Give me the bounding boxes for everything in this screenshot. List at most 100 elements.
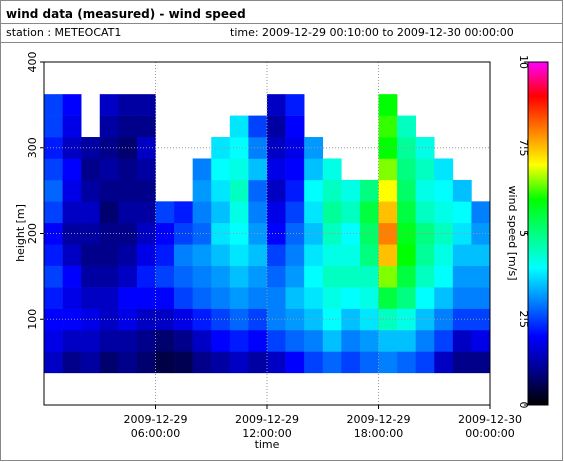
heat-cell: [452, 201, 472, 224]
y-axis-label: height [m]: [14, 204, 27, 262]
heat-cell: [378, 137, 398, 159]
heat-cell: [211, 287, 231, 309]
heat-cell: [118, 244, 138, 266]
heat-cell: [155, 201, 175, 224]
heat-cell: [99, 201, 119, 224]
heat-cell: [229, 115, 249, 138]
heat-cell: [452, 265, 472, 288]
heat-cell: [397, 287, 416, 309]
heat-cell: [44, 244, 63, 266]
heat-cell: [99, 244, 119, 266]
heat-cell: [304, 265, 324, 288]
heat-cell: [99, 137, 119, 159]
heat-cell: [285, 265, 305, 288]
heat-cell: [285, 201, 305, 224]
heat-cell: [304, 179, 324, 202]
heat-cell: [44, 94, 63, 116]
x-tick-date: 2009-12-30: [458, 413, 522, 426]
heat-cell: [81, 222, 101, 245]
x-tick-date: 2009-12-29: [235, 413, 299, 426]
heat-cell: [211, 179, 231, 202]
chart-title: wind data (measured) - wind speed: [6, 7, 246, 21]
heat-cell: [378, 201, 398, 224]
heat-cell: [452, 222, 472, 245]
heat-cell: [359, 179, 379, 202]
heat-cell: [378, 351, 398, 374]
heat-cell: [229, 287, 249, 309]
heat-cell: [471, 201, 491, 224]
x-tick-label: 12:00:00: [242, 427, 291, 440]
heat-cell: [322, 265, 342, 288]
heat-cell: [229, 158, 249, 181]
y-tick-label: 200: [26, 223, 39, 244]
heat-cell: [397, 179, 416, 202]
heat-cell: [99, 94, 119, 116]
heat-cell: [44, 287, 63, 309]
heat-cell: [378, 222, 398, 245]
heat-cell: [267, 351, 286, 374]
heat-cell: [192, 201, 212, 224]
heat-cell: [359, 308, 379, 331]
heat-cell: [81, 201, 101, 224]
heat-cell: [44, 329, 63, 352]
heat-cell: [136, 351, 156, 374]
colorbar-label: wind speed [m/s]: [506, 186, 519, 281]
heat-cell: [267, 137, 286, 159]
heat-cell: [81, 329, 101, 352]
heat-cell: [452, 351, 472, 374]
heat-cell: [62, 94, 82, 116]
x-tick-date: 2009-12-29: [347, 413, 411, 426]
heat-cell: [118, 115, 138, 138]
colorbar-tick-label: 10: [517, 55, 530, 69]
heat-cell: [155, 351, 175, 374]
heat-cell: [267, 201, 286, 224]
heat-cell: [322, 287, 342, 309]
period: time: 2009-12-29 00:10:00 to 2009-12-30 …: [230, 26, 514, 39]
heat-cell: [118, 308, 138, 331]
heat-cell: [81, 179, 101, 202]
heat-cell: [304, 308, 324, 331]
heat-cell: [248, 329, 268, 352]
heat-cell: [81, 287, 101, 309]
heat-cell: [285, 244, 305, 266]
x-tick-label: 18:00:00: [354, 427, 403, 440]
heat-cell: [118, 351, 138, 374]
heat-cell: [62, 179, 82, 202]
x-axis-label: time: [255, 438, 280, 451]
heat-cell: [397, 222, 416, 245]
heat-cell: [174, 329, 193, 352]
heat-cell: [397, 244, 416, 266]
colorbar-tick-label: 0: [517, 402, 530, 409]
heat-cell: [248, 244, 268, 266]
heat-cell: [44, 265, 63, 288]
heat-cell: [267, 179, 286, 202]
heat-cell: [99, 351, 119, 374]
heat-cell: [248, 179, 268, 202]
heat-cell: [136, 201, 156, 224]
heat-cell: [211, 158, 231, 181]
heat-cell: [452, 179, 472, 202]
heat-cell: [118, 137, 138, 159]
heat-cell: [211, 244, 231, 266]
heat-cell: [378, 308, 398, 331]
heat-cell: [136, 94, 156, 116]
heat-cell: [397, 351, 416, 374]
heat-cell: [285, 158, 305, 181]
heat-cell: [136, 158, 156, 181]
station: station : METEOCAT1: [6, 26, 121, 39]
heat-cell: [452, 287, 472, 309]
heat-cell: [248, 287, 268, 309]
heat-cell: [44, 158, 63, 181]
heat-cell: [99, 287, 119, 309]
heat-cell: [415, 265, 435, 288]
heat-cell: [322, 329, 342, 352]
heat-cell: [322, 158, 342, 181]
heat-cell: [81, 308, 101, 331]
heat-cell: [471, 351, 491, 374]
heat-cell: [174, 244, 193, 266]
heat-cell: [267, 265, 286, 288]
heat-cell: [62, 329, 82, 352]
heat-cell: [192, 222, 212, 245]
heat-cell: [136, 115, 156, 138]
heat-cell: [304, 244, 324, 266]
